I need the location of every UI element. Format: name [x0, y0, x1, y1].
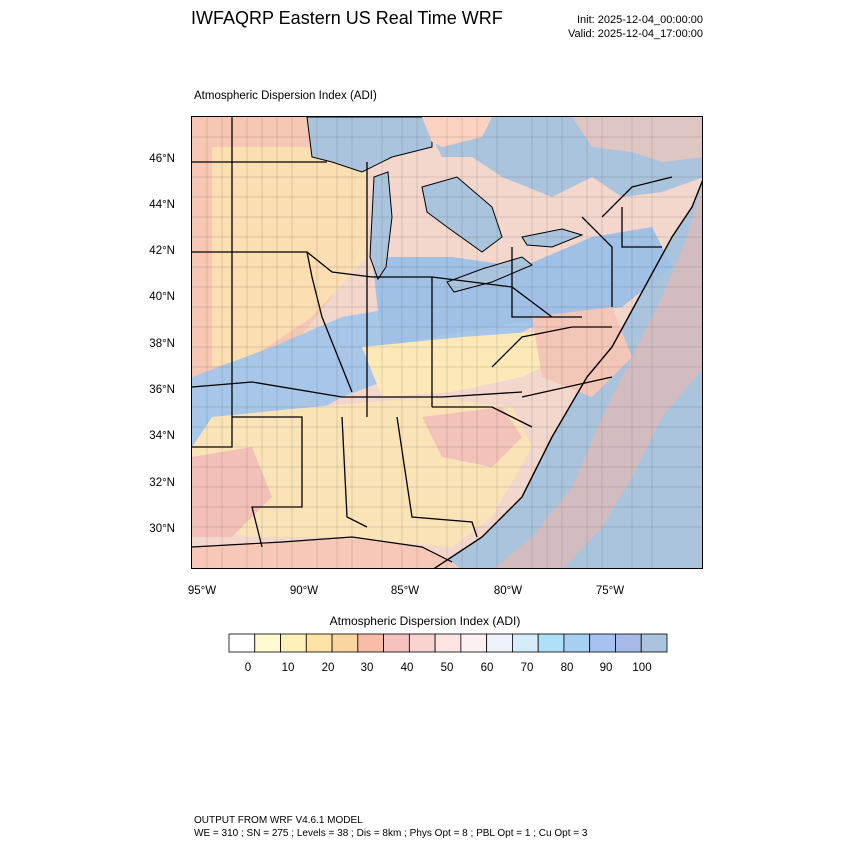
lon-label-75: 75°W [595, 585, 625, 597]
colorbar-title: Atmospheric Dispersion Index (ADI) [329, 614, 521, 628]
midwest-region [212, 147, 367, 367]
plot-variable-label: Atmospheric Dispersion Index (ADI) [194, 90, 377, 102]
lat-label-40: 40°N [149, 291, 175, 303]
colorbar-tick-80: 80 [560, 662, 574, 674]
colorbar-swatch [460, 633, 488, 653]
coastline [433, 180, 702, 568]
colorbar-swatch [486, 633, 513, 653]
colorbar [228, 633, 668, 653]
tennessee-region [362, 332, 572, 397]
lat-label-32: 32°N [149, 477, 175, 489]
lon-label-85: 85°W [390, 585, 420, 597]
lat-label-30: 30°N [149, 523, 175, 535]
colorbar-swatch [228, 633, 256, 653]
model-info-line-1: OUTPUT FROM WRF V4.6.1 MODEL [194, 815, 363, 826]
colorbar-tick-30: 30 [360, 662, 374, 674]
colorbar-swatch [434, 633, 462, 653]
lat-label-38: 38°N [149, 338, 175, 350]
init-time: Init: 2025-12-04_00:00:00 [577, 14, 703, 26]
lat-label-36: 36°N [149, 384, 175, 396]
gulf-coastline [192, 536, 453, 563]
lower-mississippi-region [192, 447, 272, 537]
valid-time: Valid: 2025-12-04_17:00:00 [568, 28, 703, 40]
colorbar-swatch [589, 633, 616, 653]
colorbar-swatch [254, 633, 281, 653]
colorbar-tick-100: 100 [632, 662, 652, 674]
map-title: IWFAQRP Eastern US Real Time WRF [191, 8, 503, 28]
colorbar-tick-70: 70 [520, 662, 534, 674]
colorbar-swatch [408, 633, 436, 653]
lon-label-90: 90°W [289, 585, 319, 597]
colorbar-tick-20: 20 [321, 662, 335, 674]
colorbar-tick-10: 10 [281, 662, 295, 674]
lake-ontario [521, 228, 584, 248]
lon-label-80: 80°W [493, 585, 523, 597]
lat-label-46: 46°N [149, 153, 175, 165]
colorbar-swatch [383, 633, 410, 653]
colorbar-tick-90: 90 [599, 662, 613, 674]
colorbar-swatch [537, 633, 565, 653]
map-panel [191, 116, 703, 569]
colorbar-tick-0: 0 [244, 662, 252, 674]
model-info-line-2: WE = 310 ; SN = 275 ; Levels = 38 ; Dis … [194, 828, 588, 839]
colorbar-swatch [331, 633, 359, 653]
canada-land-east [572, 117, 702, 162]
map-canvas [192, 117, 702, 568]
colorbar-swatch [357, 633, 384, 653]
colorbar-tick-50: 50 [440, 662, 454, 674]
colorbar-swatch [615, 633, 642, 653]
colorbar-tick-60: 60 [480, 662, 494, 674]
colorbar-swatch [512, 633, 539, 653]
county-borders [192, 117, 702, 568]
offshore-water [563, 369, 702, 568]
lat-label-44: 44°N [149, 199, 175, 211]
colorbar-tick-40: 40 [400, 662, 414, 674]
lat-label-34: 34°N [149, 430, 175, 442]
colorbar-swatch [280, 633, 307, 653]
canada-land-west [422, 117, 492, 147]
colorbar-swatch [640, 633, 668, 653]
colorbar-swatch [563, 633, 591, 653]
colorbar-swatch [305, 633, 333, 653]
lon-label-95: 95°W [187, 585, 217, 597]
lat-label-42: 42°N [149, 245, 175, 257]
gulf-of-mexico [192, 537, 460, 568]
